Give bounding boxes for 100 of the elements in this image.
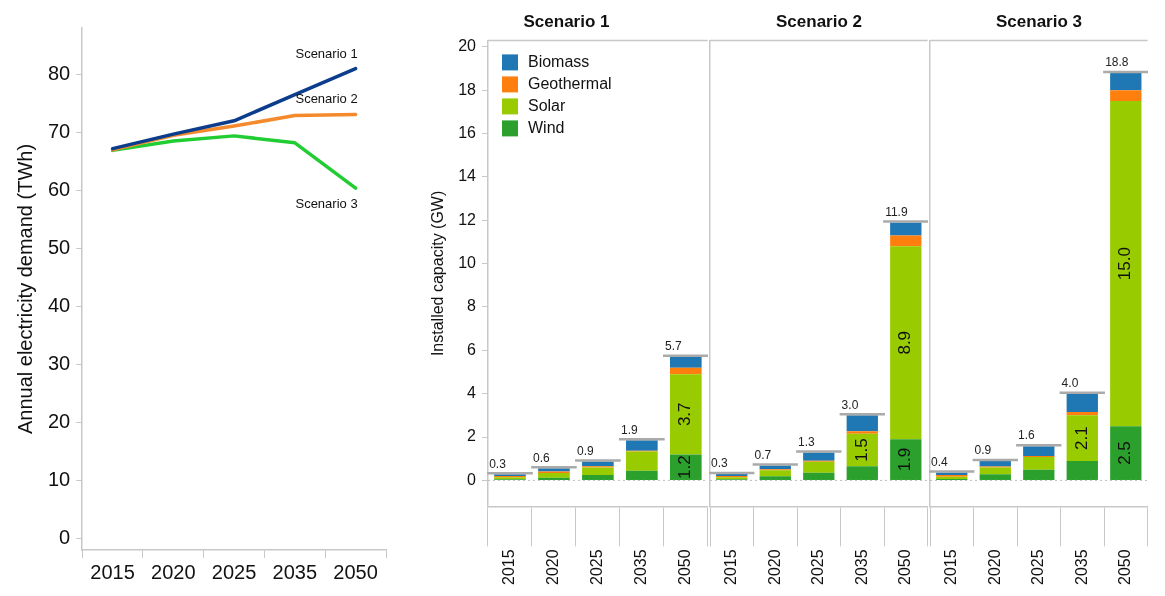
y-tick-label: 0 — [59, 525, 71, 548]
y-tick-label: 12 — [458, 210, 477, 228]
y-tick-label: 14 — [458, 167, 477, 185]
data-label: 2.5 — [1115, 441, 1135, 465]
y-axis-title: Installed capacity (GW) — [429, 190, 447, 357]
bar — [669, 374, 702, 455]
x-tick-label: 2025 — [809, 549, 827, 585]
x-tick-label: 2050 — [1116, 549, 1134, 585]
y-tick-label: 20 — [48, 409, 71, 432]
series-label: Scenario 1 — [295, 45, 358, 61]
total-label: 1.3 — [798, 434, 816, 449]
total-label: 1.9 — [621, 422, 639, 437]
x-tick-label: 2050 — [333, 560, 378, 583]
total-label: 5.7 — [664, 339, 682, 354]
y-tick-label: 30 — [48, 351, 71, 374]
y-tick-label: 0 — [467, 470, 477, 488]
y-tick-label: 4 — [467, 384, 477, 402]
x-tick-label: 2020 — [151, 560, 196, 583]
chart-title: Scenario 1 — [523, 11, 610, 31]
total-label: 0.9 — [974, 443, 992, 458]
y-tick-label: 2 — [467, 427, 477, 445]
bar — [626, 470, 658, 480]
x-tick-label: 2025 — [1029, 549, 1047, 585]
x-tick-label: 2035 — [852, 549, 870, 585]
bar — [846, 415, 878, 432]
bar — [846, 431, 878, 434]
series-label: Scenario 3 — [295, 196, 358, 212]
x-tick-label: 2020 — [985, 549, 1003, 585]
bar — [1110, 90, 1142, 102]
bar — [1066, 415, 1098, 461]
y-tick-label: 20 — [458, 37, 477, 55]
total-label: 0.9 — [577, 443, 595, 458]
bar — [1066, 460, 1098, 480]
bar — [1110, 101, 1142, 427]
bar — [1110, 72, 1142, 91]
total-label: 4.0 — [1061, 376, 1079, 391]
total-label: 1.6 — [1018, 428, 1036, 443]
bar — [538, 477, 570, 480]
bar — [890, 222, 922, 236]
legend-label: Solar — [528, 96, 567, 114]
bar — [626, 440, 658, 451]
x-tick-label: 2015 — [500, 549, 518, 585]
bar — [890, 246, 922, 440]
y-tick-label: 70 — [48, 119, 71, 142]
total-label: 0.3 — [711, 456, 729, 471]
total-label: 0.6 — [533, 450, 551, 465]
data-label: 3.7 — [675, 402, 695, 427]
x-tick-label: 2025 — [211, 560, 257, 583]
bar — [759, 476, 791, 480]
bar — [890, 235, 922, 247]
y-axis-title: Annual electricity demand (TWh) — [13, 143, 36, 435]
y-tick-label: 10 — [458, 254, 477, 272]
x-tick-label: 2035 — [272, 560, 318, 583]
bar — [1023, 469, 1055, 480]
bar — [1066, 393, 1098, 413]
x-tick-label: 2025 — [588, 549, 606, 585]
bar — [979, 474, 1011, 480]
data-label: 8.9 — [895, 330, 915, 355]
bar — [582, 467, 614, 475]
y-tick-label: 6 — [467, 340, 477, 358]
x-tick-label: 2015 — [722, 549, 740, 585]
x-tick-label: 2035 — [1072, 549, 1090, 585]
chart-title: Scenario 2 — [776, 11, 862, 31]
bar — [979, 461, 1011, 467]
data-label: 1.9 — [895, 447, 915, 472]
chart-title: Scenario 3 — [996, 11, 1082, 31]
y-tick-label: 40 — [48, 293, 71, 316]
x-tick-label: 2015 — [90, 560, 135, 583]
bar — [803, 472, 835, 480]
bar — [1110, 426, 1142, 480]
bar — [1066, 412, 1098, 416]
legend-label: Geothermal — [528, 74, 612, 92]
bar — [1023, 446, 1055, 456]
total-label: 11.9 — [885, 204, 908, 219]
x-tick-label: 2035 — [632, 549, 650, 585]
y-tick-label: 80 — [48, 61, 71, 84]
bar — [538, 473, 570, 478]
data-label: 1.5 — [851, 438, 871, 462]
bar — [669, 356, 702, 368]
series-label: Scenario 2 — [295, 91, 358, 107]
y-tick-label: 60 — [48, 177, 71, 200]
x-tick-label: 2020 — [544, 549, 562, 585]
y-tick-label: 50 — [48, 235, 71, 258]
x-tick-label: 2050 — [896, 549, 914, 585]
x-tick-label: 2020 — [765, 549, 783, 585]
total-label: 0.7 — [754, 447, 772, 462]
y-tick-label: 16 — [458, 124, 477, 142]
total-label: 18.8 — [1105, 55, 1129, 70]
bar — [582, 474, 614, 480]
total-label: 0.4 — [931, 454, 949, 469]
y-tick-label: 18 — [458, 80, 477, 98]
data-label: 15.0 — [1115, 247, 1135, 281]
legend-label: Wind — [528, 118, 565, 136]
y-tick-label: 8 — [467, 297, 477, 315]
bar — [759, 470, 791, 477]
bar — [890, 439, 922, 480]
bar — [669, 367, 702, 375]
x-tick-label: 2050 — [676, 549, 694, 585]
bar — [803, 461, 835, 473]
data-label: 1.2 — [675, 455, 695, 479]
